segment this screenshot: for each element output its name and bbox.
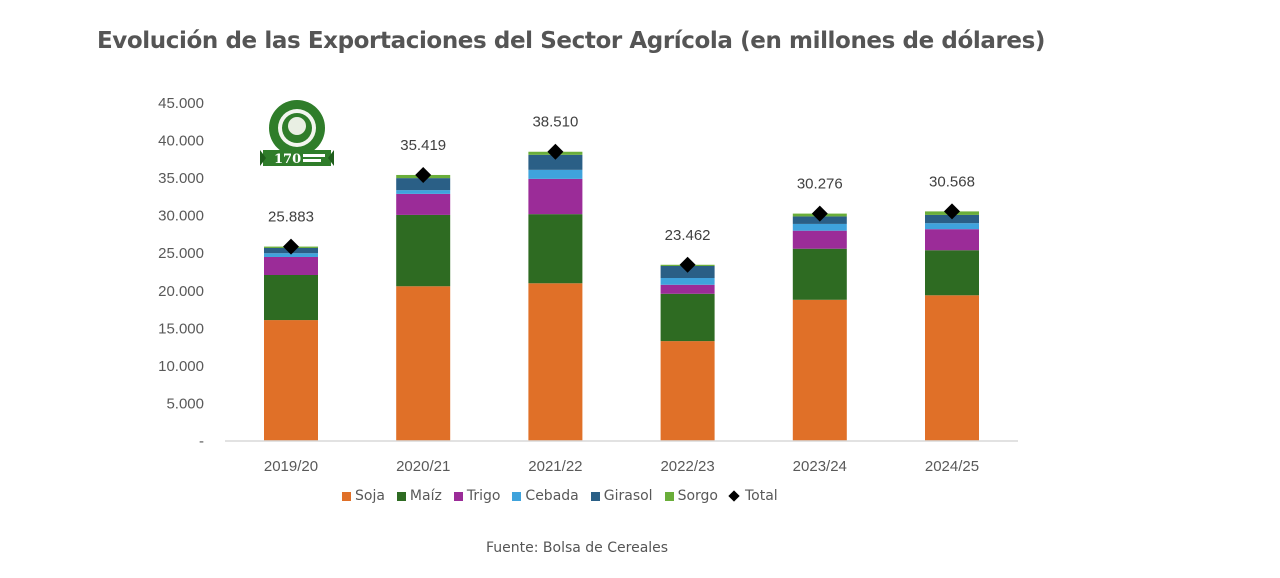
bar-segment-soja (396, 286, 451, 441)
x-tick-label: 2022/23 (660, 458, 714, 475)
bar-segment-cebada (396, 190, 451, 194)
bar-segment-cebada (528, 169, 583, 179)
bar-segment-maiz (528, 214, 583, 284)
y-tick-label: - (199, 433, 204, 450)
total-marker (283, 238, 299, 255)
legend-item-total: Total (728, 488, 778, 504)
total-marker (679, 256, 696, 273)
legend-label: Trigo (466, 488, 501, 504)
x-tick-label: 2021/22 (528, 458, 582, 475)
bar-segment-trigo (660, 284, 715, 294)
bar-segment-soja (792, 299, 847, 441)
y-tick-label: 40.000 (158, 133, 204, 150)
bar-segment-soja (264, 320, 318, 441)
bar-segment-maiz (396, 214, 451, 287)
total-data-label: 25.883 (268, 209, 314, 226)
bar-segment-trigo (925, 229, 979, 251)
legend-label: Total (745, 488, 778, 504)
bar-stack (925, 211, 979, 441)
x-tick-label: 2020/21 (396, 458, 450, 475)
total-data-label: 35.419 (400, 137, 446, 154)
total-data-label: 38.510 (532, 114, 578, 131)
bar-segment-soja (925, 295, 979, 441)
total-data-label: 30.276 (797, 176, 843, 193)
legend-swatch (396, 491, 406, 501)
y-tick-label: 35.000 (158, 170, 204, 187)
total-data-label: 23.462 (665, 227, 711, 244)
bar-stack (660, 264, 715, 441)
total-marker (944, 203, 960, 220)
legend-label: Cebada (525, 488, 579, 504)
diamond-icon (728, 490, 740, 502)
y-tick-label: 20.000 (158, 283, 204, 300)
bar-segment-trigo (396, 193, 451, 215)
y-tick-label: 45.000 (158, 95, 204, 112)
bolsa-de-cereales-logo: 170 (260, 98, 334, 172)
bar-stack (396, 174, 451, 441)
legend-label: Maíz (409, 488, 442, 504)
y-tick-label: 25.000 (158, 245, 204, 262)
total-marker (415, 166, 432, 183)
total-marker (811, 205, 828, 222)
legend-swatch (453, 491, 463, 501)
bar-segment-trigo (792, 230, 847, 249)
legend-swatch (664, 491, 674, 501)
y-tick-label: 10.000 (158, 358, 204, 375)
bar-segment-maiz (660, 293, 715, 342)
legend-swatch (590, 491, 600, 501)
bar-segment-maiz (264, 275, 318, 321)
legend-swatch (342, 491, 351, 501)
bar-stack (264, 246, 318, 441)
bar-segment-cebada (792, 223, 847, 231)
y-tick-label: 5.000 (166, 395, 204, 412)
bar-segment-girasol (396, 178, 451, 191)
legend: Soja Maíz Trigo Cebada Girasol Sorgo Total (342, 488, 778, 504)
source-note: Fuente: Bolsa de Cereales (486, 540, 669, 556)
bar-segment-cebada (264, 253, 318, 257)
legend-item: Trigo (453, 488, 501, 504)
y-axis: - 5.000 10.000 15.000 20.000 25.000 30.000 35.0… (158, 95, 204, 450)
bar-segment-soja (660, 341, 715, 441)
bar-segment-trigo (264, 256, 318, 276)
logo-badge-text: 170 (274, 152, 301, 167)
bar-segment-soja (528, 283, 583, 441)
total-marker (547, 143, 564, 160)
bar-stack (792, 213, 847, 441)
bar-segment-cebada (660, 278, 715, 285)
x-tick-label: 2024/25 (925, 458, 979, 475)
bars (264, 151, 979, 441)
y-tick-label: 15.000 (158, 320, 204, 337)
legend-item: Maíz (396, 488, 442, 504)
legend-item: Cebada (512, 488, 579, 504)
chart-title: Evolución de las Exportaciones del Secto… (97, 28, 1045, 54)
x-tick-label: 2023/24 (793, 458, 847, 475)
legend-label: Soja (355, 488, 385, 504)
x-axis: 2019/20 2020/21 2021/22 2022/23 2023/24 2024/… (264, 458, 979, 475)
bar-segment-trigo (528, 178, 583, 215)
bar-segment-girasol (528, 154, 583, 170)
legend-swatch (512, 491, 522, 501)
legend-item: Sorgo (664, 488, 718, 504)
y-tick-label: 30.000 (158, 208, 204, 225)
total-markers: 25.883 35.419 38.510 23.462 30.276 30.568 (268, 114, 975, 273)
bar-segment-maiz (925, 250, 979, 296)
bar-segment-cebada (925, 223, 979, 230)
total-data-label: 30.568 (929, 173, 975, 190)
legend-label: Girasol (603, 488, 653, 504)
legend-item: Soja (342, 488, 385, 504)
x-tick-label: 2019/20 (264, 458, 318, 475)
legend-label: Sorgo (677, 488, 718, 504)
bar-segment-maiz (792, 248, 847, 300)
legend-item: Girasol (590, 488, 653, 504)
bar-stack (528, 151, 583, 441)
